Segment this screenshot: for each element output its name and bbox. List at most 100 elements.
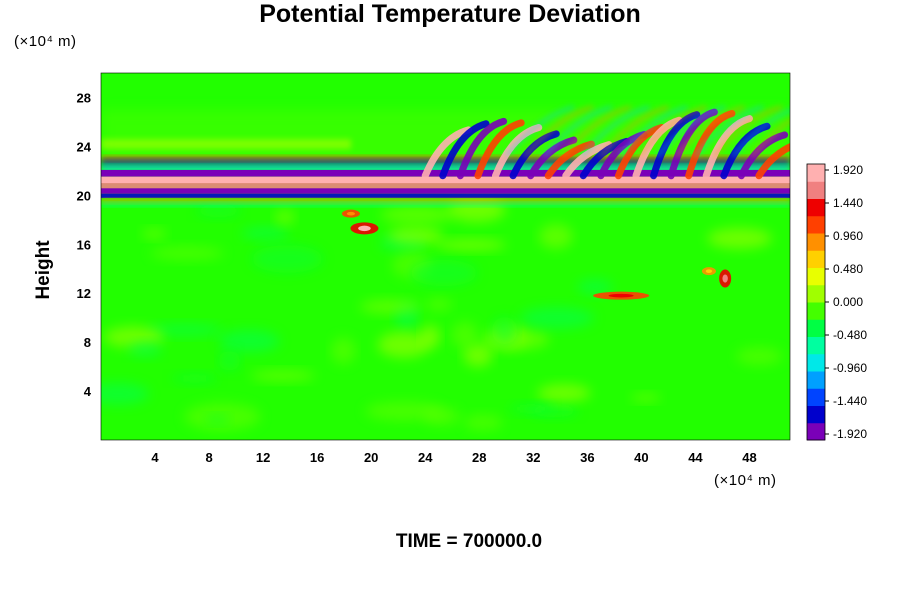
x-axis-unit: (×10⁴ m) — [714, 472, 777, 489]
field-texture — [250, 370, 316, 381]
y-tick-label: 16 — [77, 237, 91, 252]
y-tick-label: 20 — [77, 188, 91, 203]
colorbar-swatch — [807, 388, 825, 406]
colorbar: 1.920 1.440 0.960 0.480 0.000 -0.480 -0.960 -1.… — [806, 163, 867, 441]
field-texture — [145, 324, 223, 336]
wave-crest — [751, 119, 790, 158]
band-layer — [101, 188, 790, 194]
field-texture — [365, 401, 444, 421]
field-texture — [103, 326, 165, 348]
band-layer — [101, 199, 790, 203]
field-texture — [735, 347, 783, 366]
field-texture — [463, 343, 493, 367]
field-texture — [218, 329, 280, 353]
field-texture — [537, 384, 591, 402]
field-texture — [630, 393, 661, 402]
field-texture — [128, 342, 163, 357]
time-label: TIME = 700000.0 — [395, 531, 543, 552]
anomaly-core — [705, 269, 713, 273]
colorbar-swatch — [807, 250, 825, 268]
plot-area — [101, 73, 790, 440]
anomaly-core — [722, 274, 728, 283]
wave-crest — [637, 105, 707, 158]
band-layer — [101, 193, 790, 199]
wave-crest — [580, 105, 650, 158]
band-layer — [101, 156, 790, 161]
x-tick-label: 40 — [634, 450, 648, 465]
colorbar-swatch — [807, 198, 825, 217]
wave-finger — [755, 143, 790, 180]
field-texture — [463, 414, 503, 431]
wave-crest — [618, 105, 688, 158]
field-texture — [150, 246, 225, 260]
wave-finger — [421, 126, 472, 180]
colorbar-label: -0.960 — [833, 361, 867, 375]
field-texture — [707, 227, 773, 249]
colorbar-label: 0.000 — [833, 295, 863, 309]
field-texture — [218, 350, 241, 371]
y-tick-label: 28 — [77, 90, 91, 105]
field-texture — [195, 204, 242, 218]
colorbar-swatch — [807, 181, 825, 199]
field-texture — [377, 331, 431, 358]
wave-crest — [675, 105, 745, 158]
field-texture — [204, 415, 230, 424]
y-axis-unit: (×10⁴ m) — [14, 33, 77, 50]
wave-finger — [439, 120, 490, 180]
colorbar-swatch — [807, 422, 825, 441]
x-tick-label: 36 — [580, 450, 594, 465]
y-tick-label: 4 — [84, 384, 92, 399]
x-ticks: 4 8 12 16 20 24 28 32 36 40 44 48 — [151, 450, 756, 465]
y-ticks: 4 8 12 16 20 24 28 — [77, 90, 92, 399]
colorbar-swatch — [807, 215, 825, 234]
field-texture — [508, 403, 554, 414]
field-texture — [251, 245, 324, 273]
field-texture — [359, 299, 421, 314]
field-texture — [330, 337, 356, 364]
field-texture — [171, 373, 219, 384]
x-tick-label: 48 — [742, 450, 756, 465]
y-tick-label: 24 — [77, 139, 92, 154]
y-tick-label: 8 — [84, 335, 91, 350]
colorbar-label: 0.480 — [833, 262, 863, 276]
colorbar-swatch — [807, 405, 825, 424]
wave-finger — [456, 117, 508, 180]
field-texture — [491, 316, 518, 345]
band-layer — [101, 176, 790, 184]
colorbar-label: 1.440 — [833, 196, 863, 210]
wave-finger — [527, 136, 578, 180]
x-tick-label: 24 — [418, 450, 433, 465]
band-layer — [101, 183, 790, 190]
wave-finger — [474, 119, 525, 180]
colorbar-swatch — [807, 267, 825, 286]
field-texture — [451, 321, 479, 348]
x-tick-label: 4 — [151, 450, 159, 465]
colorbar-swatch — [807, 302, 825, 320]
anomaly-core — [358, 225, 371, 232]
wave-crest — [713, 105, 783, 158]
wave-crest — [732, 109, 790, 158]
field-texture — [380, 206, 454, 223]
colorbar-swatch — [807, 284, 825, 303]
colorbar-swatch — [807, 233, 825, 251]
field-texture — [435, 239, 507, 251]
colorbar-label: -1.440 — [833, 394, 867, 408]
colorbar-swatch — [807, 319, 825, 337]
colorbar-swatch — [807, 164, 825, 182]
wave-finger — [544, 140, 595, 180]
wave-crest — [524, 105, 594, 158]
wave-crest — [505, 105, 575, 158]
anomaly-core — [608, 293, 634, 298]
x-tick-label: 20 — [364, 450, 378, 465]
field-texture — [101, 382, 150, 405]
x-tick-label: 44 — [688, 450, 703, 465]
y-tick-label: 12 — [77, 286, 91, 301]
plot-frame — [100, 72, 791, 441]
field-texture — [387, 226, 443, 245]
colorbar-label: 1.920 — [833, 163, 863, 177]
colorbar-label: -1.920 — [833, 427, 867, 441]
colorbar-label: -0.480 — [833, 328, 867, 342]
wave-crest — [694, 105, 764, 158]
colorbar-swatch — [807, 336, 825, 355]
wave-finger — [702, 115, 753, 180]
